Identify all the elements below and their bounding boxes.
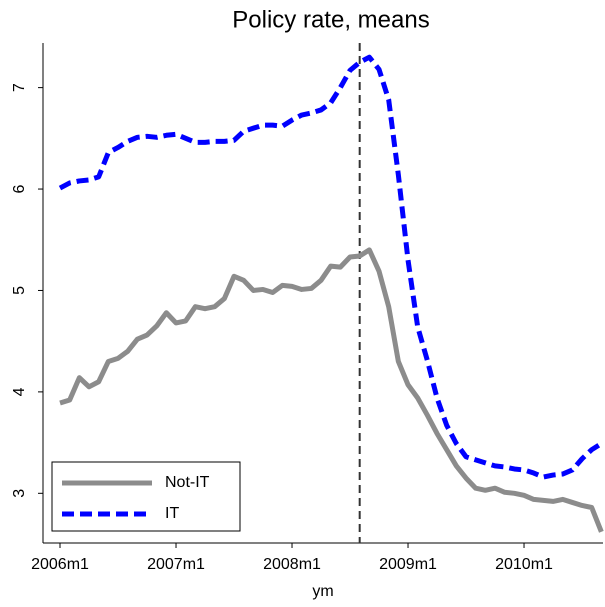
legend-box	[51, 461, 241, 532]
y-tick-label: 5	[11, 286, 28, 295]
y-tick-label: 3	[11, 489, 28, 498]
y-tick-label: 7	[11, 83, 28, 92]
y-tick-label: 4	[11, 387, 28, 396]
x-tick-label: 2008m1	[263, 556, 321, 573]
x-axis-label: ym	[312, 583, 333, 600]
x-tick-label: 2010m1	[495, 556, 553, 573]
chart-title: Policy rate, means	[232, 6, 429, 33]
series-line	[59, 247, 604, 533]
series-line	[58, 54, 603, 480]
legend-label: IT	[165, 505, 179, 522]
legend-label: Not-IT	[165, 474, 210, 491]
x-tick-label: 2007m1	[147, 556, 205, 573]
x-tick-label: 2009m1	[379, 556, 437, 573]
y-tick-label: 6	[11, 184, 28, 193]
x-tick-label: 2006m1	[31, 556, 89, 573]
